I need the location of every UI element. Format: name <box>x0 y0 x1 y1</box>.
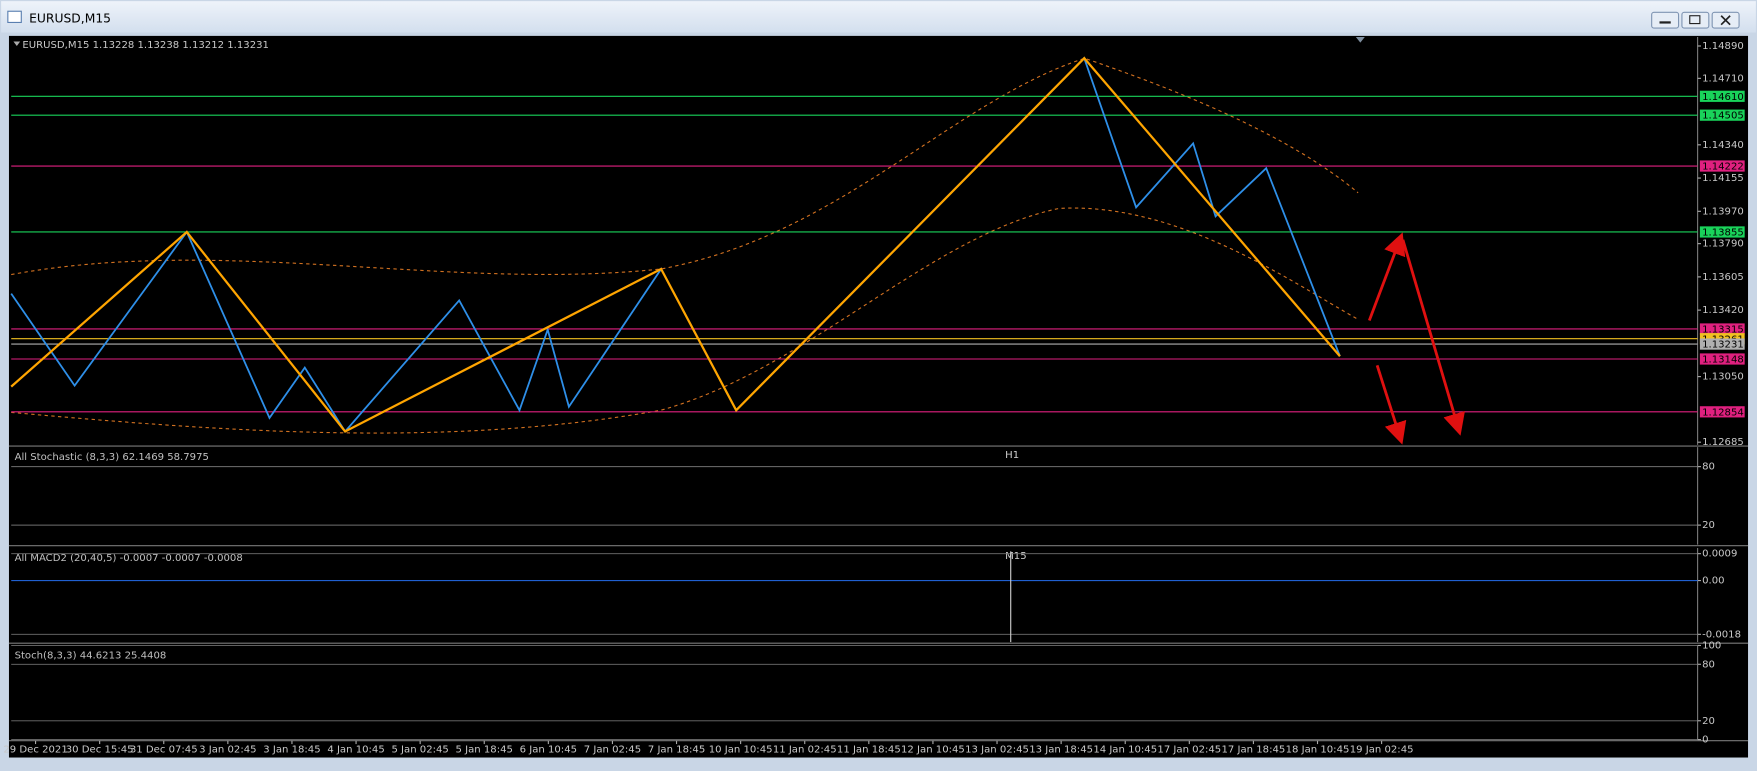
channel-upper <box>11 57 1359 276</box>
x-tick-label: 3 Jan 18:45 <box>263 745 320 756</box>
y-tick-label: 1.13420 <box>1702 305 1744 316</box>
x-tick-label: 14 Jan 10:45 <box>1093 745 1157 756</box>
x-tick-label: 5 Jan 18:45 <box>456 745 513 756</box>
timeframe-tag: M15 <box>1005 551 1027 562</box>
y-tick-label: 100 <box>1702 640 1721 651</box>
x-tick-label: 18 Jan 10:45 <box>1286 745 1350 756</box>
x-tick-label: 3 Jan 02:45 <box>199 745 256 756</box>
level-label-box <box>1699 353 1745 365</box>
level-label: 1.14222 <box>1702 162 1744 173</box>
shift-marker <box>1355 37 1365 43</box>
level-label: 1.13855 <box>1702 228 1744 239</box>
y-tick-label: 0 <box>1702 735 1708 746</box>
x-tick-label: 7 Jan 18:45 <box>648 745 705 756</box>
minimize-button[interactable] <box>1651 11 1680 29</box>
y-tick-label: 1.13605 <box>1702 272 1744 283</box>
panel-label: All MACD2 (20,40,5) -0.0007 -0.0007 -0.0… <box>15 553 243 564</box>
panel-label: Stoch(8,3,3) 44.6213 25.4408 <box>15 651 167 662</box>
arrow-down-short <box>1375 364 1407 445</box>
level-label-box <box>1699 338 1745 350</box>
x-tick-label: 11 Jan 18:45 <box>837 745 901 756</box>
main-label: EURUSD,M15 1.13228 1.13238 1.13212 1.132… <box>22 40 269 51</box>
x-tick-label: 29 Dec 2021 <box>3 745 67 756</box>
arrow-down <box>1401 239 1465 436</box>
y-tick-label: 1.13970 <box>1702 206 1744 217</box>
y-tick-label: 80 <box>1702 659 1715 670</box>
x-tick-label: 5 Jan 02:45 <box>391 745 448 756</box>
chart-layer: 1.14890 1.14710 1.14340 1.14155 1.13970 1.137… <box>3 37 1749 756</box>
level-label-box <box>1699 109 1745 121</box>
y-tick-label: 20 <box>1702 520 1715 531</box>
y-tick-label: 1.14890 <box>1702 41 1744 52</box>
y-tick-label: 1.14340 <box>1702 140 1744 151</box>
x-tick-label: 19 Jan 02:45 <box>1350 745 1414 756</box>
close-glyph <box>1720 15 1731 26</box>
y-tick-label: 1.14155 <box>1702 173 1744 184</box>
y-tick-label: -0.0018 <box>1702 629 1741 640</box>
arrow-up <box>1367 232 1406 322</box>
x-tick-label: 10 Jan 10:45 <box>709 745 773 756</box>
level-label-box <box>1699 406 1745 418</box>
x-tick-label: 4 Jan 10:45 <box>327 745 384 756</box>
window-icon <box>7 10 22 24</box>
level-label: 1.14505 <box>1702 111 1744 122</box>
x-tick-label: 31 Dec 07:45 <box>130 745 198 756</box>
x-tick-label: 30 Dec 15:45 <box>66 745 134 756</box>
window-buttons <box>1651 11 1740 29</box>
x-tick-label: 13 Jan 18:45 <box>1029 745 1093 756</box>
x-tick-label: 17 Jan 02:45 <box>1157 745 1221 756</box>
timeframe-tag: H1 <box>1005 450 1019 461</box>
y-tick-label: 80 <box>1702 462 1715 473</box>
forecast-arrows <box>1367 232 1465 445</box>
swings-line <box>10 56 1341 433</box>
level-label: 1.14610 <box>1702 92 1744 103</box>
x-tick-label: 11 Jan 02:45 <box>773 745 837 756</box>
y-tick-label: 1.12685 <box>1702 437 1744 448</box>
zigzag-line <box>10 56 1341 433</box>
x-tick-label: 7 Jan 02:45 <box>584 745 641 756</box>
panel-label: All Stochastic (8,3,3) 62.1469 58.7975 <box>15 452 209 463</box>
y-tick-label: 1.13790 <box>1702 239 1744 250</box>
level-label-box <box>1699 226 1745 238</box>
restore-button[interactable] <box>1681 11 1710 29</box>
x-tick-label: 12 Jan 10:45 <box>901 745 965 756</box>
restore-glyph <box>1689 15 1701 25</box>
y-tick-label: 0.0009 <box>1702 549 1737 560</box>
x-tick-label: 6 Jan 10:45 <box>520 745 577 756</box>
y-tick-label: 1.13050 <box>1702 372 1744 383</box>
x-tick-label: 13 Jan 02:45 <box>965 745 1029 756</box>
y-tick-label: 1.14710 <box>1702 73 1744 84</box>
level-label-box <box>1699 323 1745 335</box>
x-tick-label: 17 Jan 18:45 <box>1222 745 1286 756</box>
level-label: 1.13315 <box>1702 325 1744 336</box>
window-title: EURUSD,M15 <box>29 12 111 26</box>
y-tick-label: 0.00 <box>1702 576 1724 587</box>
level-label-box <box>1699 160 1745 172</box>
level-label: 1.13231 <box>1702 340 1744 351</box>
level-label: 1.13148 <box>1702 355 1744 366</box>
level-label: 1.12854 <box>1702 407 1744 418</box>
chart-area <box>8 35 1749 758</box>
level-label-box <box>1699 90 1745 102</box>
collapse-marker <box>13 41 21 46</box>
y-tick-label: 20 <box>1702 716 1715 727</box>
title-bar <box>1 1 1756 33</box>
